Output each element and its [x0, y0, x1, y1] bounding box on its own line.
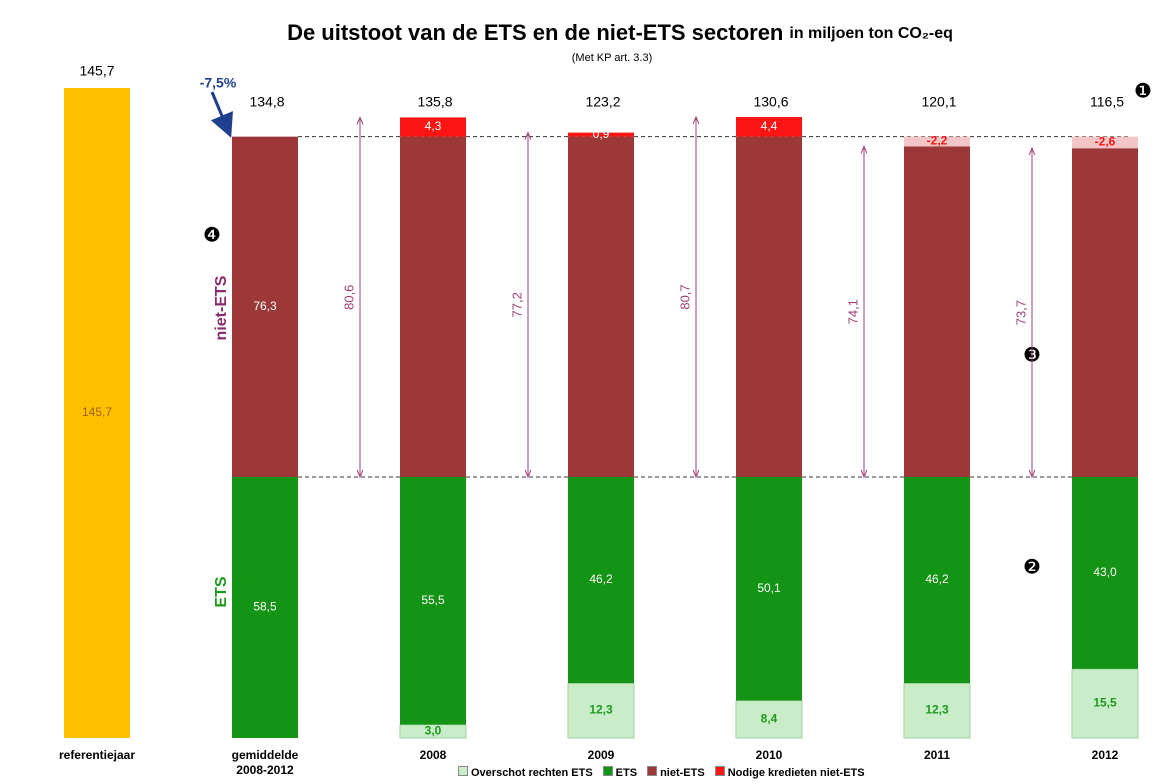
- bar-segment: [400, 136, 466, 478]
- legend-swatch: [602, 766, 613, 776]
- bar-label: 15,5: [1093, 696, 1117, 710]
- legend: Overschot rechten ETS ETS niet-ETS Nodige k…: [458, 766, 865, 779]
- bar-segment: [904, 136, 970, 147]
- total-label: 116,5: [1090, 94, 1124, 110]
- bar-segment: [736, 136, 802, 478]
- bar-segment: [735, 700, 803, 739]
- bar-segment: [568, 477, 634, 684]
- legend-item: ETS: [602, 766, 638, 779]
- bar-segment: [400, 477, 466, 725]
- marker: ❹: [203, 224, 221, 246]
- legend-swatch: [647, 766, 658, 776]
- niet-ets-label: niet-ETS: [213, 275, 230, 340]
- bar-label: 55,5: [421, 593, 445, 607]
- subtitle: (Met KP art. 3.3): [572, 52, 653, 64]
- ets-label: ETS: [213, 576, 230, 607]
- bar-label: 12,3: [589, 703, 613, 717]
- bar-segment: [904, 146, 970, 478]
- bar-label: 50,1: [757, 581, 781, 595]
- bar-segment: [232, 477, 298, 738]
- bar-segment: [903, 682, 971, 739]
- x-tick-label: 2008: [419, 748, 447, 762]
- bar-segment: [568, 136, 634, 478]
- legend-swatch: [714, 766, 725, 776]
- bar-label: 8,4: [761, 711, 778, 725]
- legend-item: Overschot rechten ETS: [458, 766, 593, 779]
- bar-label: 4,4: [761, 119, 778, 133]
- bar-label: 46,2: [925, 572, 949, 586]
- span-label: 77,2: [509, 292, 524, 317]
- bar-label: 0,9: [593, 127, 610, 141]
- bar-segment: [568, 132, 634, 137]
- title: De uitstoot van de ETS en de niet-ETS se…: [287, 20, 783, 45]
- x-tick-label: gemiddelde 2008-2012: [231, 748, 299, 777]
- legend-item: Nodige kredieten niet-ETS: [714, 766, 865, 779]
- legend-swatch: [458, 766, 468, 776]
- x-tick-label: referentiejaar: [58, 748, 136, 762]
- x-tick-label: 2012: [1091, 748, 1119, 762]
- bar-segment: [736, 477, 802, 701]
- bar-label: 43,0: [1093, 565, 1117, 579]
- total-label: 145,7: [79, 63, 114, 79]
- bar-label: 3,0: [425, 723, 442, 737]
- span-label: 73,7: [1013, 300, 1028, 325]
- bar-label: 46,2: [589, 572, 613, 586]
- span-label: 80,7: [677, 284, 692, 309]
- marker: ❷: [1023, 556, 1041, 578]
- total-label: 123,2: [585, 94, 620, 110]
- total-label: 134,8: [249, 94, 284, 110]
- bar-segment: [1071, 668, 1139, 739]
- bar-label: -2,6: [1095, 135, 1116, 149]
- span-label: 74,1: [845, 299, 860, 324]
- legend-label: Nodige kredieten niet-ETS: [727, 767, 865, 779]
- bar-label: 58,5: [253, 600, 277, 614]
- change-arrow: [210, 91, 233, 138]
- unit: in miljoen ton CO₂-eq: [789, 25, 953, 42]
- bar-label: 145,7: [82, 405, 112, 419]
- total-label: 135,8: [417, 94, 452, 110]
- marker: ❶: [1134, 80, 1152, 102]
- legend-item: niet-ETS: [647, 766, 705, 779]
- bar-label: -2,2: [927, 134, 948, 148]
- legend-label: Overschot rechten ETS: [471, 767, 593, 779]
- x-tick-label: 2011: [923, 748, 951, 762]
- change-label: -7,5%: [200, 75, 237, 91]
- total-label: 130,6: [753, 94, 788, 110]
- bar-segment: [904, 477, 970, 684]
- legend-label: niet-ETS: [660, 767, 705, 779]
- bar-segment: [1072, 148, 1138, 478]
- chart-title: De uitstoot van de ETS en de niet-ETS se…: [287, 20, 953, 45]
- reference-bar: [64, 88, 130, 738]
- legend-label: ETS: [615, 767, 638, 779]
- bar-segment: [400, 117, 466, 137]
- bar-segment: [232, 136, 298, 478]
- total-label: 120,1: [921, 94, 956, 110]
- x-tick-label: 2009: [587, 748, 615, 762]
- bar-label: 4,3: [425, 119, 442, 133]
- bar-segment: [1072, 136, 1138, 149]
- span-label: 80,6: [341, 285, 356, 310]
- x-tick-label: 2010: [755, 748, 783, 762]
- bar-segment: [736, 116, 802, 137]
- bar-label: 76,3: [253, 299, 277, 313]
- bar-label: 12,3: [925, 703, 949, 717]
- bar-segment: [1072, 477, 1138, 669]
